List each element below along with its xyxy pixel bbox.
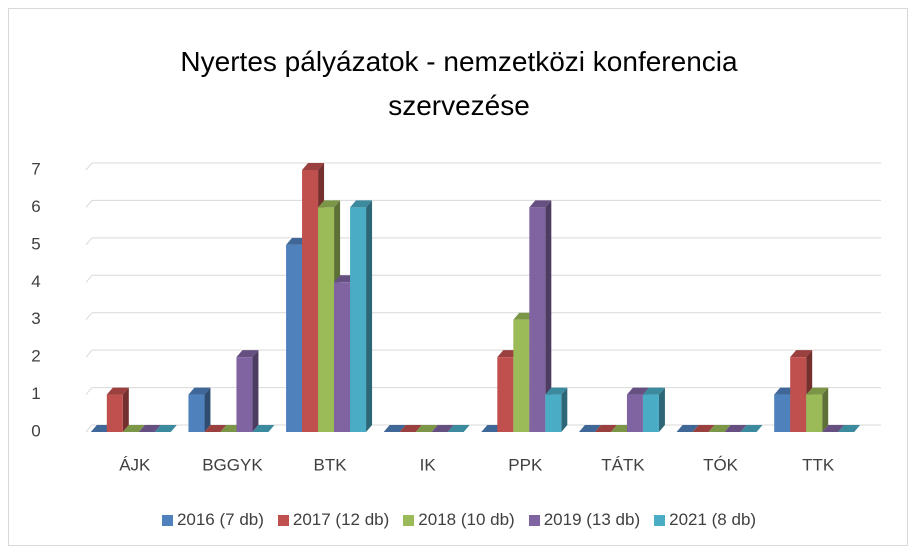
bar-top (252, 425, 275, 432)
bar-top (740, 425, 763, 432)
bar-top (724, 425, 747, 432)
bar (513, 319, 530, 432)
bar-top (529, 200, 552, 208)
bar-top (545, 387, 568, 395)
bar (806, 394, 823, 432)
bar-side (545, 200, 552, 432)
bar-side (204, 387, 211, 432)
y-tick-label: 2 (31, 347, 40, 366)
chart-frame (8, 8, 908, 546)
legend-label: 2018 (10 db) (418, 510, 515, 529)
y-tick-label: 3 (31, 309, 40, 328)
grid-line (85, 312, 881, 321)
legend: 2016 (7 db) 2017 (12 db) 2018 (10 db) 2019 … (0, 510, 918, 530)
legend-swatch (277, 514, 289, 526)
bar-side (822, 387, 829, 432)
bar-top (188, 387, 211, 395)
x-tick-label: BGGYK (202, 455, 263, 474)
grid-line (85, 237, 881, 246)
x-tick-label: TÓK (703, 455, 739, 474)
grid-line (85, 199, 881, 208)
y-tick-label: 1 (31, 384, 40, 403)
bar (318, 207, 335, 432)
grid-line (85, 274, 881, 283)
bar (626, 394, 643, 432)
bar (497, 357, 514, 432)
bar-top (236, 350, 259, 358)
bar-top (578, 425, 601, 432)
bar-top (838, 425, 861, 432)
x-tick-label: PPK (508, 455, 543, 474)
bar (350, 207, 367, 432)
legend-label: 2016 (7 db) (176, 510, 264, 529)
legend-label: 2019 (13 db) (543, 510, 641, 529)
bar-top (399, 425, 422, 432)
bar-top (822, 425, 845, 432)
bar-top (447, 425, 470, 432)
bar-top (302, 163, 325, 170)
grid-line (85, 162, 881, 171)
bar-top (350, 200, 373, 208)
bar-side (561, 387, 568, 432)
legend-label: 2017 (12 db) (292, 510, 390, 529)
grid-line (85, 349, 881, 358)
legend-swatch (528, 514, 540, 526)
bar (302, 170, 319, 432)
chart-title: Nyertes pályázatok - nemzetközi konferen… (180, 46, 738, 121)
bar-top (626, 387, 649, 395)
bar-top (383, 425, 406, 432)
legend-item: 2018 (10 db) (403, 510, 515, 530)
bar (790, 357, 807, 432)
y-tick-label: 6 (31, 197, 40, 216)
legend-item: 2017 (12 db) (277, 510, 390, 530)
bar-side (122, 387, 129, 432)
bar (774, 394, 791, 432)
bar-top (806, 387, 829, 395)
x-tick-label: TÁTK (601, 455, 645, 474)
bar (545, 394, 562, 432)
bar-top (642, 387, 665, 395)
bar-side (366, 200, 373, 432)
bar-top (431, 425, 454, 432)
bar-top (692, 425, 715, 432)
bar (188, 394, 205, 432)
bar (334, 282, 351, 432)
y-tick-label: 4 (31, 272, 40, 291)
bar-top (204, 425, 227, 432)
bar-top (676, 425, 699, 432)
grid-line (85, 387, 881, 395)
bar-top (790, 350, 813, 358)
bar (236, 357, 253, 432)
bar-top (154, 425, 177, 432)
x-tick-label: ÁJK (119, 455, 151, 474)
legend-item: 2019 (13 db) (528, 510, 641, 530)
legend-swatch (403, 514, 415, 526)
legend-swatch (654, 514, 666, 526)
y-tick-label: 5 (31, 234, 40, 253)
bar (106, 394, 123, 432)
bar (286, 244, 303, 432)
y-tick-label: 0 (31, 421, 40, 440)
x-tick-label: BTK (314, 455, 348, 474)
legend-item: 2016 (7 db) (161, 510, 264, 530)
bar-top (415, 425, 438, 432)
y-tick-label: 7 (31, 159, 40, 178)
bar-top (708, 425, 731, 432)
bar-top (318, 200, 341, 208)
bar-top (106, 387, 129, 395)
bar-side (658, 387, 665, 432)
bar (642, 394, 659, 432)
bar-side (252, 350, 259, 432)
bar-top (594, 425, 617, 432)
legend-item: 2021 (8 db) (654, 510, 756, 530)
bar (529, 207, 546, 432)
legend-label: 2021 (8 db) (669, 510, 757, 529)
x-tick-label: IK (420, 455, 437, 474)
x-tick-label: TTK (802, 455, 835, 474)
bar-top (138, 425, 161, 432)
bar-top (122, 425, 145, 432)
legend-swatch (161, 514, 173, 526)
